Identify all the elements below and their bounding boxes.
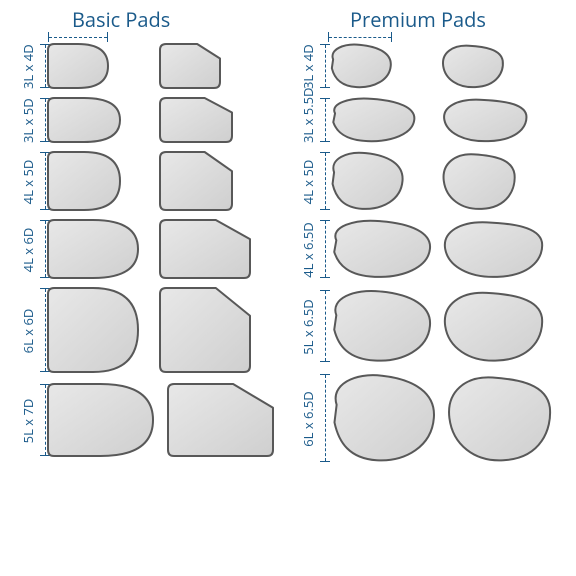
premium-pad-left <box>328 152 404 210</box>
premium-size-label: 3L x 5.5D <box>299 99 317 143</box>
premium-pad-left <box>328 374 436 462</box>
premium-pad-left <box>328 220 432 278</box>
premium-size-label: 4L x 6.5D <box>299 221 317 279</box>
premium-pad-left <box>328 98 416 142</box>
premium-size-label: 3L x 4D <box>299 45 317 89</box>
basic-pad-right <box>168 384 273 456</box>
basic-pad-left <box>48 152 120 210</box>
basic-pad-left <box>48 288 138 372</box>
premium-pad-right <box>444 374 552 462</box>
basic-pad-left <box>48 98 120 142</box>
premium-pad-right <box>440 98 528 142</box>
premium-pad-left <box>328 44 392 88</box>
basic-h-dim <box>48 32 108 42</box>
basic-pad-right <box>160 44 220 88</box>
basic-pad-right <box>160 98 232 142</box>
premium-title: Premium Pads <box>350 6 486 33</box>
basic-pad-right <box>160 220 250 278</box>
basic-size-label: 4L x 5D <box>19 153 37 211</box>
premium-size-label: 4L x 5D <box>299 153 317 211</box>
premium-pad-right <box>440 220 544 278</box>
premium-pad-right <box>440 152 516 210</box>
basic-size-label: 5L x 7D <box>19 385 37 457</box>
premium-pad-right <box>440 290 544 362</box>
premium-pad-right <box>440 44 504 88</box>
basic-pad-left <box>48 384 153 456</box>
basic-title: Basic Pads <box>72 6 170 33</box>
basic-pad-right <box>160 152 232 210</box>
basic-size-label: 3L x 4D <box>19 45 37 89</box>
premium-size-label: 5L x 6.5D <box>299 291 317 363</box>
premium-size-label: 6L x 6.5D <box>299 375 317 463</box>
basic-size-label: 6L x 6D <box>19 289 37 373</box>
premium-h-dim <box>328 32 392 42</box>
basic-pad-left <box>48 44 108 88</box>
basic-pad-right <box>160 288 250 372</box>
basic-pad-left <box>48 220 138 278</box>
premium-pad-left <box>328 290 432 362</box>
basic-size-label: 4L x 6D <box>19 221 37 279</box>
basic-size-label: 3L x 5D <box>19 99 37 143</box>
